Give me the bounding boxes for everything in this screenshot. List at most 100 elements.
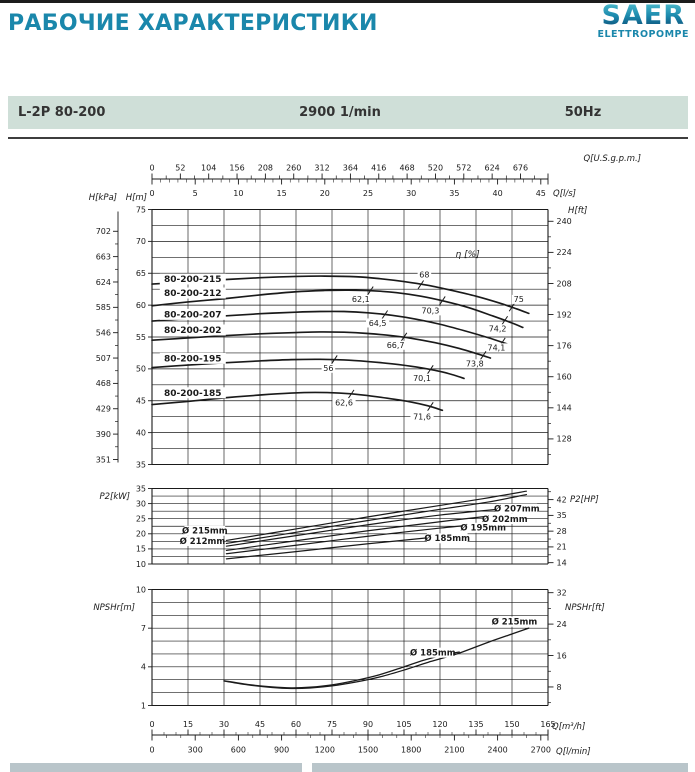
svg-text:Q[l/s]: Q[l/s] xyxy=(553,189,576,199)
svg-text:Ø 185mm: Ø 185mm xyxy=(410,648,456,659)
svg-text:75: 75 xyxy=(327,720,337,729)
svg-text:8: 8 xyxy=(557,683,562,692)
svg-text:52: 52 xyxy=(175,164,185,173)
svg-text:H[kPa]: H[kPa] xyxy=(89,193,117,203)
svg-text:25: 25 xyxy=(363,189,373,198)
svg-text:2100: 2100 xyxy=(444,746,464,755)
svg-text:Ø 212mm: Ø 212mm xyxy=(180,536,226,547)
svg-text:208: 208 xyxy=(258,164,273,173)
svg-text:Q[l/min]: Q[l/min] xyxy=(556,747,591,757)
svg-text:240: 240 xyxy=(557,217,572,226)
svg-text:156: 156 xyxy=(229,164,244,173)
svg-text:Ø 195mm: Ø 195mm xyxy=(460,523,506,534)
svg-text:Q[m³/h]: Q[m³/h] xyxy=(552,722,585,732)
svg-text:Ø 215mm: Ø 215mm xyxy=(492,617,538,628)
svg-text:0: 0 xyxy=(149,720,154,729)
svg-text:14: 14 xyxy=(557,558,567,567)
svg-text:5: 5 xyxy=(193,189,198,198)
svg-text:Ø 207mm: Ø 207mm xyxy=(494,504,540,515)
svg-text:62,6: 62,6 xyxy=(335,398,353,407)
svg-text:35: 35 xyxy=(136,484,146,493)
svg-text:73,8: 73,8 xyxy=(466,360,484,369)
svg-text:NPSHr[m]: NPSHr[m] xyxy=(93,603,135,613)
svg-text:75: 75 xyxy=(136,205,146,214)
svg-text:80-200-195: 80-200-195 xyxy=(164,354,222,364)
svg-text:160: 160 xyxy=(557,373,572,382)
svg-text:2700: 2700 xyxy=(531,746,551,755)
footer-bar-left xyxy=(10,763,302,772)
svg-text:20: 20 xyxy=(320,189,330,198)
svg-text:60: 60 xyxy=(291,720,301,729)
svg-text:Ø 202mm: Ø 202mm xyxy=(482,514,528,525)
svg-text:624: 624 xyxy=(484,164,499,173)
svg-text:80-200-215: 80-200-215 xyxy=(164,275,222,285)
svg-text:416: 416 xyxy=(371,164,386,173)
top-border xyxy=(0,0,695,3)
svg-text:15: 15 xyxy=(136,545,146,554)
svg-text:40: 40 xyxy=(136,428,146,437)
svg-text:35: 35 xyxy=(136,460,146,469)
svg-text:80-200-207: 80-200-207 xyxy=(164,310,222,320)
svg-text:0: 0 xyxy=(149,746,154,755)
svg-text:390: 390 xyxy=(96,430,111,439)
svg-text:32: 32 xyxy=(557,588,567,597)
svg-text:60: 60 xyxy=(136,301,146,310)
svg-text:62,1: 62,1 xyxy=(352,295,370,304)
svg-text:80-200-202: 80-200-202 xyxy=(164,326,222,336)
svg-text:H[ft]: H[ft] xyxy=(568,206,587,216)
svg-text:65: 65 xyxy=(136,269,146,278)
svg-text:68: 68 xyxy=(419,270,429,279)
svg-text:45: 45 xyxy=(136,397,146,406)
svg-text:75: 75 xyxy=(514,295,524,304)
svg-text:128: 128 xyxy=(557,435,572,444)
svg-text:45: 45 xyxy=(536,189,546,198)
svg-text:NPSHr[ft]: NPSHr[ft] xyxy=(565,603,605,613)
svg-text:165: 165 xyxy=(540,720,555,729)
svg-text:0: 0 xyxy=(149,189,154,198)
svg-text:Q[U.S.g.p.m.]: Q[U.S.g.p.m.] xyxy=(583,154,641,164)
svg-text:4: 4 xyxy=(141,663,146,672)
svg-text:70,1: 70,1 xyxy=(413,374,431,383)
svg-text:585: 585 xyxy=(96,303,111,312)
svg-text:55: 55 xyxy=(136,333,146,342)
svg-text:520: 520 xyxy=(428,164,443,173)
brand-logo: SAER ELETTROPOMPE xyxy=(597,2,689,40)
svg-text:663: 663 xyxy=(96,252,111,261)
svg-text:260: 260 xyxy=(286,164,301,173)
svg-text:15: 15 xyxy=(183,720,193,729)
svg-text:702: 702 xyxy=(96,227,111,236)
svg-text:135: 135 xyxy=(468,720,483,729)
svg-text:600: 600 xyxy=(231,746,246,755)
svg-text:P2[kW]: P2[kW] xyxy=(100,492,131,502)
svg-text:351: 351 xyxy=(96,455,111,464)
svg-text:10: 10 xyxy=(233,189,243,198)
svg-text:30: 30 xyxy=(136,499,146,508)
svg-text:676: 676 xyxy=(513,164,528,173)
svg-text:42: 42 xyxy=(557,495,567,504)
svg-text:0: 0 xyxy=(149,164,154,173)
svg-text:2400: 2400 xyxy=(487,746,507,755)
svg-text:21: 21 xyxy=(557,543,567,552)
svg-text:56: 56 xyxy=(323,364,333,373)
svg-text:74,1: 74,1 xyxy=(487,344,505,353)
svg-text:20: 20 xyxy=(136,530,146,539)
svg-text:80-200-212: 80-200-212 xyxy=(164,289,222,299)
svg-text:P2[HP]: P2[HP] xyxy=(570,495,599,505)
svg-text:468: 468 xyxy=(96,379,111,388)
svg-text:144: 144 xyxy=(557,404,572,413)
svg-text:10: 10 xyxy=(136,585,146,594)
svg-text:150: 150 xyxy=(504,720,519,729)
svg-text:71,6: 71,6 xyxy=(413,412,431,421)
logo-subtitle: ELETTROPOMPE xyxy=(597,29,689,40)
svg-text:45: 45 xyxy=(255,720,265,729)
svg-text:364: 364 xyxy=(343,164,358,173)
svg-text:64,5: 64,5 xyxy=(369,319,387,328)
svg-text:468: 468 xyxy=(399,164,414,173)
page-title: РАБОЧИЕ ХАРАКТЕРИСТИКИ xyxy=(8,11,378,36)
svg-text:1: 1 xyxy=(141,701,146,710)
svg-text:28: 28 xyxy=(557,527,567,536)
separator-line xyxy=(8,137,688,139)
svg-text:30: 30 xyxy=(406,189,416,198)
